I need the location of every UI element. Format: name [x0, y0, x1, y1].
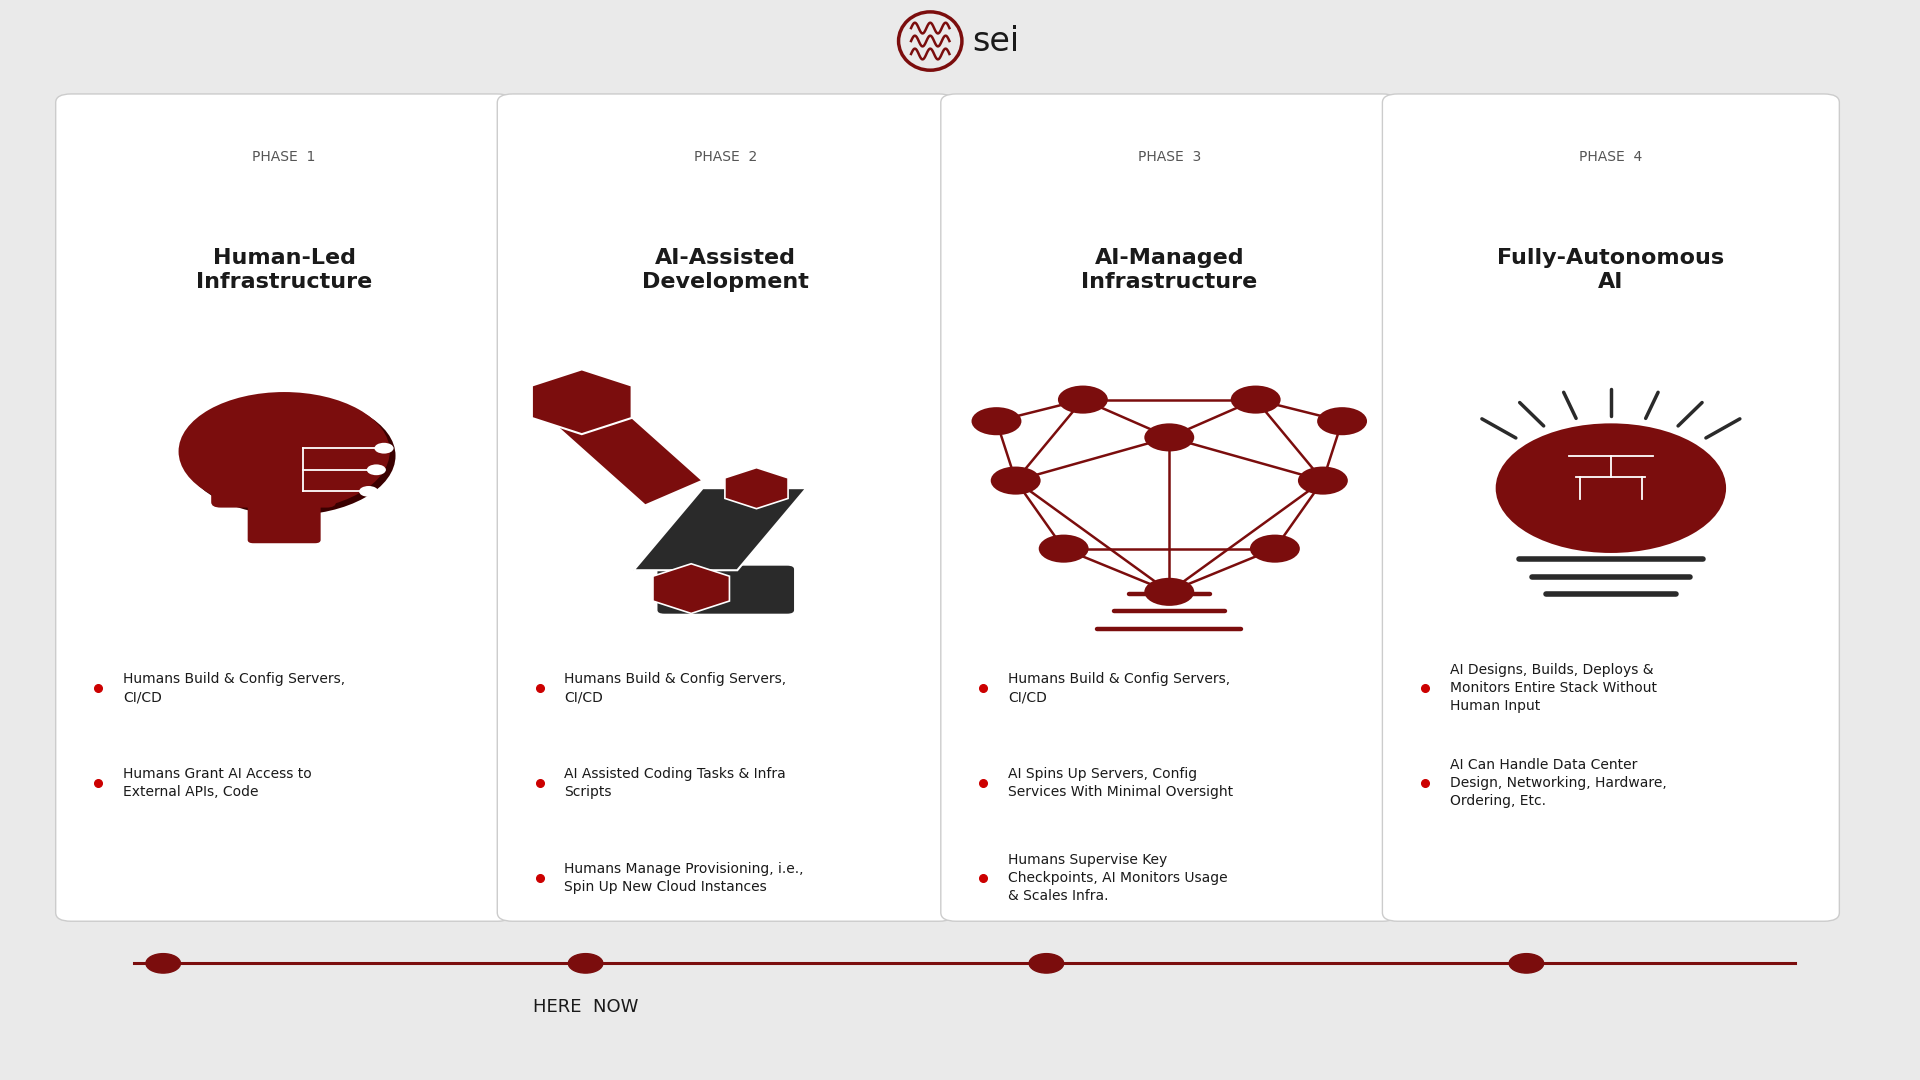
Polygon shape [557, 402, 703, 505]
Circle shape [359, 486, 378, 497]
Text: AI-Assisted
Development: AI-Assisted Development [643, 247, 808, 293]
Circle shape [1509, 954, 1544, 973]
Text: PHASE  2: PHASE 2 [695, 150, 756, 163]
FancyBboxPatch shape [497, 94, 954, 921]
FancyBboxPatch shape [248, 494, 321, 543]
Text: PHASE  4: PHASE 4 [1580, 150, 1642, 163]
Circle shape [1496, 423, 1726, 553]
Circle shape [1144, 578, 1194, 606]
Polygon shape [634, 488, 806, 570]
FancyBboxPatch shape [941, 94, 1398, 921]
Text: AI Assisted Coding Tasks & Infra
Scripts: AI Assisted Coding Tasks & Infra Scripts [564, 767, 785, 799]
Text: Humans Grant AI Access to
External APIs, Code: Humans Grant AI Access to External APIs,… [123, 767, 311, 799]
Circle shape [374, 443, 394, 454]
Circle shape [146, 954, 180, 973]
Text: Humans Build & Config Servers,
CI/CD: Humans Build & Config Servers, CI/CD [564, 672, 787, 704]
Circle shape [1298, 467, 1348, 495]
Circle shape [367, 464, 386, 475]
FancyBboxPatch shape [657, 565, 795, 615]
Circle shape [1058, 386, 1108, 414]
FancyBboxPatch shape [211, 454, 336, 508]
Text: AI Can Handle Data Center
Design, Networking, Hardware,
Ordering, Etc.: AI Can Handle Data Center Design, Networ… [1450, 757, 1667, 809]
Circle shape [991, 467, 1041, 495]
Text: Fully-Autonomous
AI: Fully-Autonomous AI [1498, 247, 1724, 293]
Text: Humans Supervise Key
Checkpoints, AI Monitors Usage
& Scales Infra.: Humans Supervise Key Checkpoints, AI Mon… [1008, 852, 1227, 904]
Text: PHASE  3: PHASE 3 [1139, 150, 1200, 163]
Text: PHASE  1: PHASE 1 [252, 150, 317, 163]
Circle shape [184, 396, 396, 515]
Circle shape [179, 392, 390, 511]
Circle shape [1317, 407, 1367, 435]
Circle shape [1144, 423, 1194, 451]
Circle shape [1231, 386, 1281, 414]
Text: Humans Manage Provisioning, i.e.,
Spin Up New Cloud Instances: Humans Manage Provisioning, i.e., Spin U… [564, 862, 804, 894]
Text: Human-Led
Infrastructure: Human-Led Infrastructure [196, 247, 372, 293]
Text: sei: sei [972, 25, 1020, 57]
Text: Humans Build & Config Servers,
CI/CD: Humans Build & Config Servers, CI/CD [1008, 672, 1231, 704]
Circle shape [972, 407, 1021, 435]
Circle shape [1029, 954, 1064, 973]
Text: AI Designs, Builds, Deploys &
Monitors Entire Stack Without
Human Input: AI Designs, Builds, Deploys & Monitors E… [1450, 662, 1657, 714]
Text: AI-Managed
Infrastructure: AI-Managed Infrastructure [1081, 247, 1258, 293]
FancyBboxPatch shape [1382, 94, 1839, 921]
Circle shape [1039, 535, 1089, 563]
Circle shape [568, 954, 603, 973]
Text: HERE  NOW: HERE NOW [534, 998, 637, 1015]
Text: Humans Build & Config Servers,
CI/CD: Humans Build & Config Servers, CI/CD [123, 672, 346, 704]
Circle shape [1250, 535, 1300, 563]
Text: AI Spins Up Servers, Config
Services With Minimal Oversight: AI Spins Up Servers, Config Services Wit… [1008, 767, 1233, 799]
FancyBboxPatch shape [56, 94, 513, 921]
